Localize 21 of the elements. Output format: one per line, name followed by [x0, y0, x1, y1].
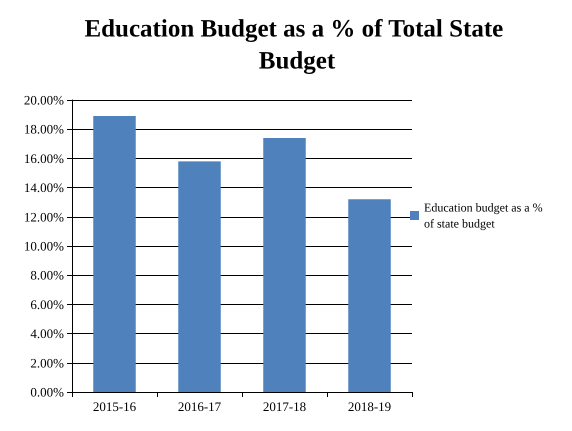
x-tick-label: 2016-17: [178, 399, 222, 414]
x-tick-label: 2018-19: [348, 399, 392, 414]
bar: [178, 161, 221, 392]
y-tick-label: 16.00%: [24, 150, 64, 166]
y-tick-label: 0.00%: [30, 384, 64, 400]
legend-label: Education budget as a % of state budget: [424, 200, 546, 230]
y-tick-label: 10.00%: [24, 238, 64, 254]
y-tick-label: 4.00%: [30, 326, 64, 342]
y-tick-label: 20.00%: [24, 92, 64, 108]
y-tick-label: 8.00%: [30, 268, 64, 283]
bar: [263, 138, 306, 392]
y-tick-label: 18.00%: [24, 122, 64, 137]
y-tick-label: 6.00%: [30, 296, 64, 312]
x-tick-label: 2015-16: [92, 399, 137, 414]
y-tick-label: 2.00%: [30, 355, 64, 370]
chart-title: Education Budget as a % of Total State Budget: [84, 16, 510, 74]
bar: [93, 116, 136, 392]
x-tick-label: 2017-18: [262, 399, 306, 414]
y-tick-label: 14.00%: [24, 180, 64, 196]
bar: [348, 199, 391, 392]
y-tick-label: 12.00%: [24, 209, 64, 224]
